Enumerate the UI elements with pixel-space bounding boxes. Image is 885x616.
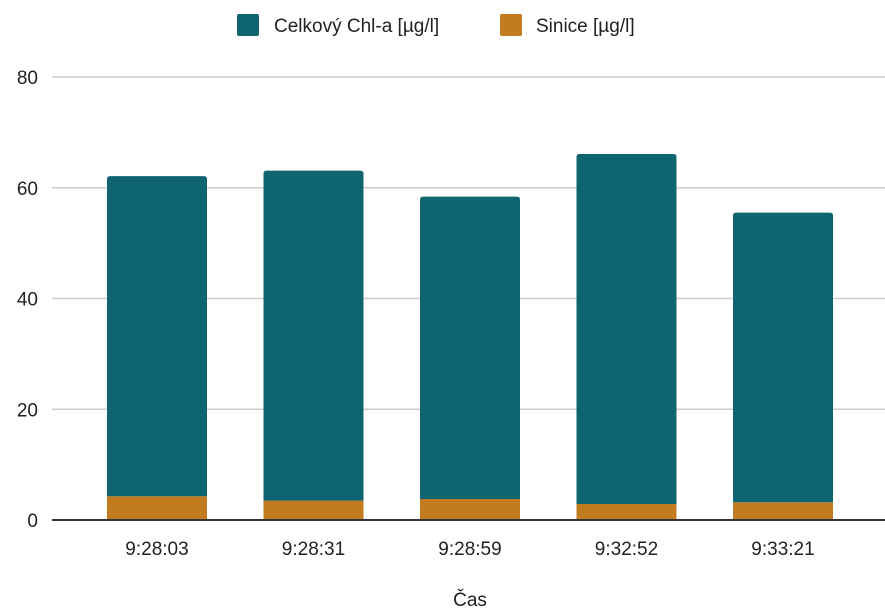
- x-tick-label: 9:32:52: [595, 539, 658, 560]
- y-tick-label: 80: [17, 68, 38, 89]
- bar-celkovy-chl-a: [733, 212, 833, 503]
- y-tick-label: 0: [27, 511, 38, 532]
- x-tick-label: 9:28:59: [438, 539, 501, 560]
- bar-celkovy-chl-a: [263, 170, 364, 501]
- x-tick-label: 9:33:21: [751, 539, 814, 560]
- bar-celkovy-chl-a: [107, 176, 207, 497]
- bar-celkovy-chl-a: [420, 196, 520, 499]
- bar-sinice: [576, 503, 677, 520]
- bar-sinice: [733, 502, 833, 520]
- y-tick-label: 60: [17, 179, 38, 200]
- bars: [107, 153, 833, 520]
- bar-celkovy-chl-a: [576, 153, 677, 504]
- x-tick-label: 9:28:03: [125, 539, 188, 560]
- legend-swatch: [500, 14, 522, 36]
- legend-label: Celkový Chl-a [µg/l]: [274, 16, 439, 37]
- x-tick-labels: 9:28:03 9:28:31 9:28:59 9:32:52 9:33:21: [125, 539, 814, 560]
- legend-label: Sinice [µg/l]: [536, 16, 635, 37]
- bar-sinice: [263, 500, 364, 520]
- y-tick-label: 40: [17, 290, 38, 311]
- legend: Celkový Chl-a [µg/l] Sinice [µg/l]: [237, 14, 635, 37]
- bar-sinice: [420, 498, 520, 520]
- y-tick-labels: 0 20 40 60 80: [17, 68, 38, 532]
- legend-swatch: [237, 14, 259, 36]
- x-axis-title: Čas: [453, 589, 487, 611]
- y-tick-label: 20: [17, 400, 38, 421]
- bar-sinice: [107, 496, 207, 520]
- x-tick-label: 9:28:31: [282, 539, 345, 560]
